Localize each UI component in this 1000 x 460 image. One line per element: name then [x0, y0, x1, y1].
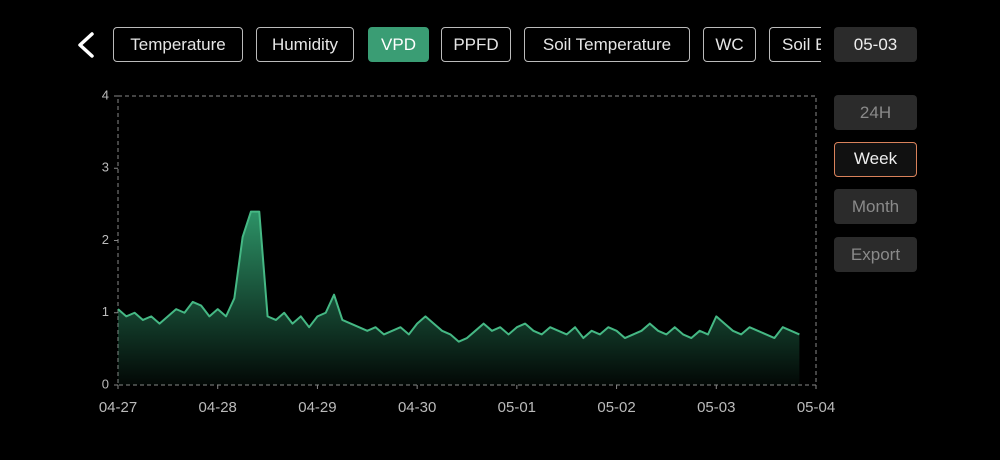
y-tick-label: 2 [102, 232, 109, 247]
tab[interactable]: Temperature [113, 27, 243, 62]
range-button[interactable]: Month [834, 189, 917, 224]
y-tick-label: 0 [102, 376, 109, 391]
y-tick-label: 3 [102, 160, 109, 175]
y-tick-label: 4 [102, 87, 109, 102]
range-button[interactable]: Export [834, 237, 917, 272]
x-tick-label: 04-29 [298, 399, 336, 416]
tab[interactable]: Soil Temperature [524, 27, 690, 62]
back-button[interactable] [78, 32, 94, 58]
tab[interactable]: PPFD [441, 27, 511, 62]
range-button[interactable]: 24H [834, 95, 917, 130]
x-tick-label: 04-30 [398, 399, 436, 416]
x-tick-label: 04-27 [99, 399, 137, 416]
y-tick-label: 1 [102, 304, 109, 319]
tab[interactable]: VPD [368, 27, 429, 62]
tab[interactable]: Soil E [769, 27, 821, 62]
x-tick-label: 05-03 [697, 399, 735, 416]
area [118, 211, 800, 385]
tab[interactable]: WC [703, 27, 756, 62]
range-button[interactable]: Week [834, 142, 917, 177]
x-tick-label: 05-04 [797, 399, 835, 416]
x-tick-label: 04-28 [199, 399, 237, 416]
x-tick-label: 05-01 [498, 399, 536, 416]
tab[interactable]: Humidity [256, 27, 354, 62]
x-tick-label: 05-02 [597, 399, 635, 416]
date-button[interactable]: 05-03 [834, 27, 917, 62]
line [117, 210, 800, 343]
